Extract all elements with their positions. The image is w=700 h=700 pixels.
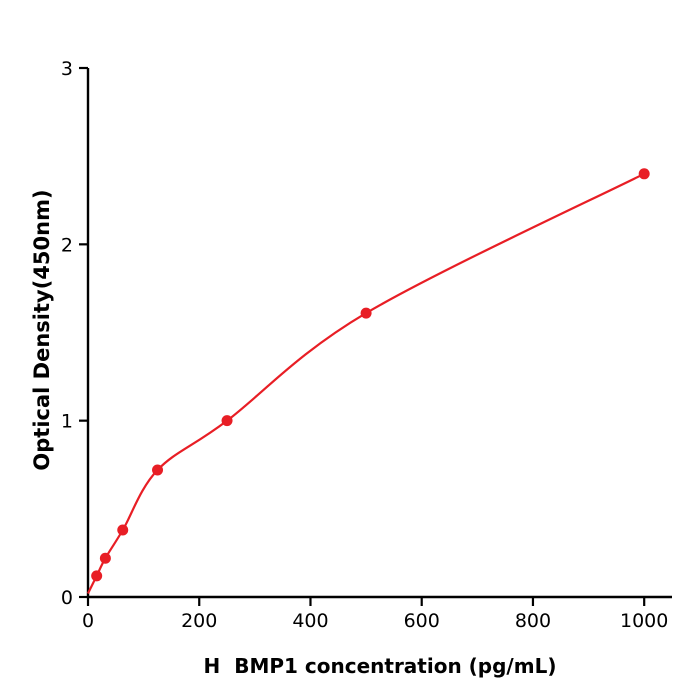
axis-ticks [79, 66, 646, 606]
y-tick-label: 3 [61, 58, 73, 80]
data-points [91, 168, 650, 582]
x-tick-label: 0 [82, 610, 94, 632]
data-point [152, 464, 164, 476]
x-tick-label: 1000 [620, 610, 668, 632]
axes [86, 68, 672, 599]
data-point [99, 552, 111, 564]
y-tick-label: 2 [61, 234, 73, 256]
x-tick-label: 600 [404, 610, 440, 632]
data-point [638, 168, 650, 180]
data-point [117, 524, 129, 536]
x-tick-label: 200 [181, 610, 217, 632]
data-point [360, 307, 372, 319]
y-tick-label: 0 [61, 587, 73, 609]
axis-tick-labels: 0 200 400 600 800 1000 0 1 2 3 [61, 58, 668, 632]
y-tick-label: 1 [61, 411, 73, 433]
x-axis-title: H BMP1 concentration (pg/mL) [203, 654, 557, 678]
data-point [221, 415, 233, 427]
x-tick-label: 800 [515, 610, 551, 632]
fitted-curve [87, 172, 645, 594]
y-axis-title: Optical Density(450nm) [30, 189, 54, 471]
x-tick-label: 400 [292, 610, 328, 632]
data-point [91, 570, 103, 582]
